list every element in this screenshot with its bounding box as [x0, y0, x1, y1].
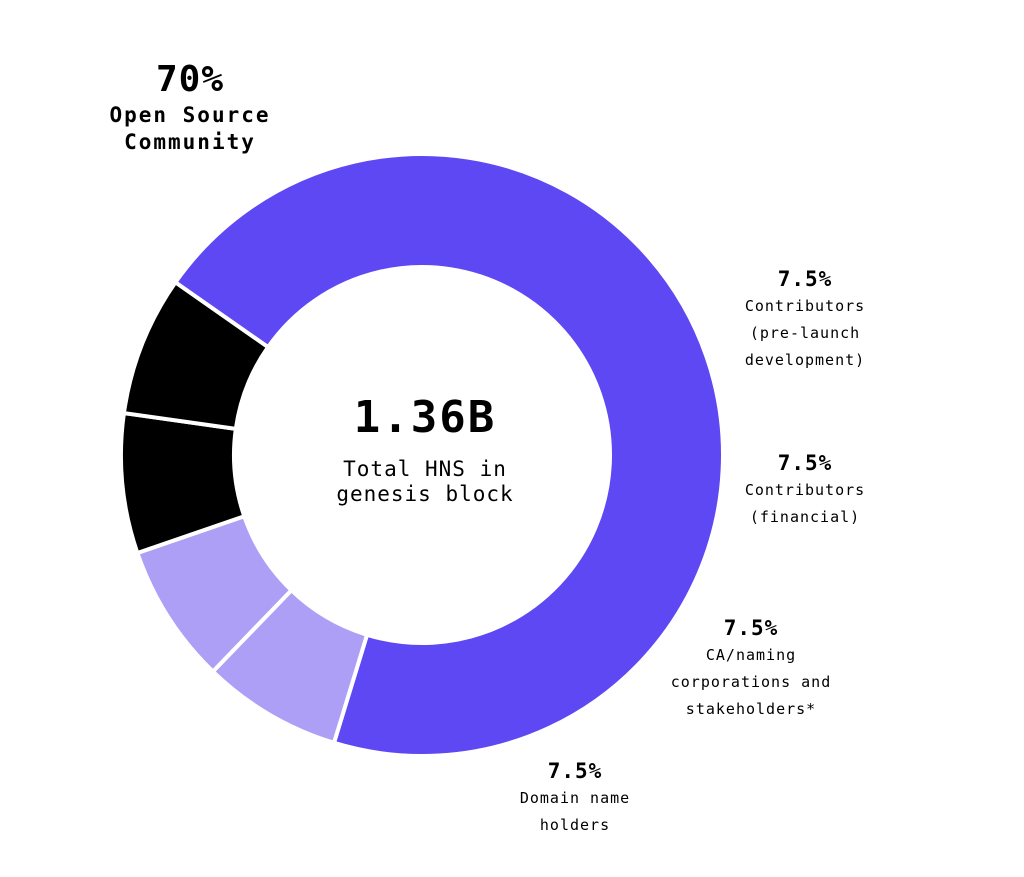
- slice-name-line: Open Source: [109, 103, 271, 127]
- slice-percent: 7.5%: [547, 759, 603, 783]
- center-label-line: Total HNS in: [343, 457, 507, 481]
- center-total-label: Total HNS in genesis block: [225, 457, 625, 507]
- slice-name-line: (financial): [749, 508, 861, 526]
- slice-percent: 70%: [155, 59, 225, 100]
- slice-name-line: holders: [539, 816, 611, 834]
- slice-percent: 7.5%: [777, 451, 833, 475]
- slice-percent: 7.5%: [777, 267, 833, 291]
- slice-label-contributors-financial: 7.5% Contributors (financial): [700, 449, 910, 531]
- slice-name-line: corporations and: [670, 673, 832, 691]
- slice-percent: 7.5%: [723, 616, 779, 640]
- slice-name-line: Contributors: [744, 481, 866, 499]
- donut-slice-4: [121, 279, 271, 432]
- slice-label-ca-naming-corporations: 7.5% CA/naming corporations and stakehol…: [641, 614, 861, 723]
- slice-label-contributors-pre-launch: 7.5% Contributors (pre-launch developmen…: [700, 265, 910, 374]
- center-total-value: 1.36B: [353, 392, 497, 443]
- donut-slice-0: [172, 152, 725, 758]
- slice-name-line: CA/naming: [705, 646, 797, 664]
- slice-name-line: development): [744, 351, 866, 369]
- slice-name-line: Contributors: [744, 297, 866, 315]
- slice-name-line: (pre-launch: [749, 324, 861, 342]
- slice-label-domain-name-holders: 7.5% Domain name holders: [470, 757, 680, 839]
- slice-label-open-source-community: 70% Open Source Community: [60, 58, 320, 156]
- slice-name-line: Community: [124, 130, 256, 154]
- slice-name-line: Domain name: [519, 789, 631, 807]
- slice-name-line: stakeholders*: [685, 700, 817, 718]
- center-label-line: genesis block: [336, 482, 514, 506]
